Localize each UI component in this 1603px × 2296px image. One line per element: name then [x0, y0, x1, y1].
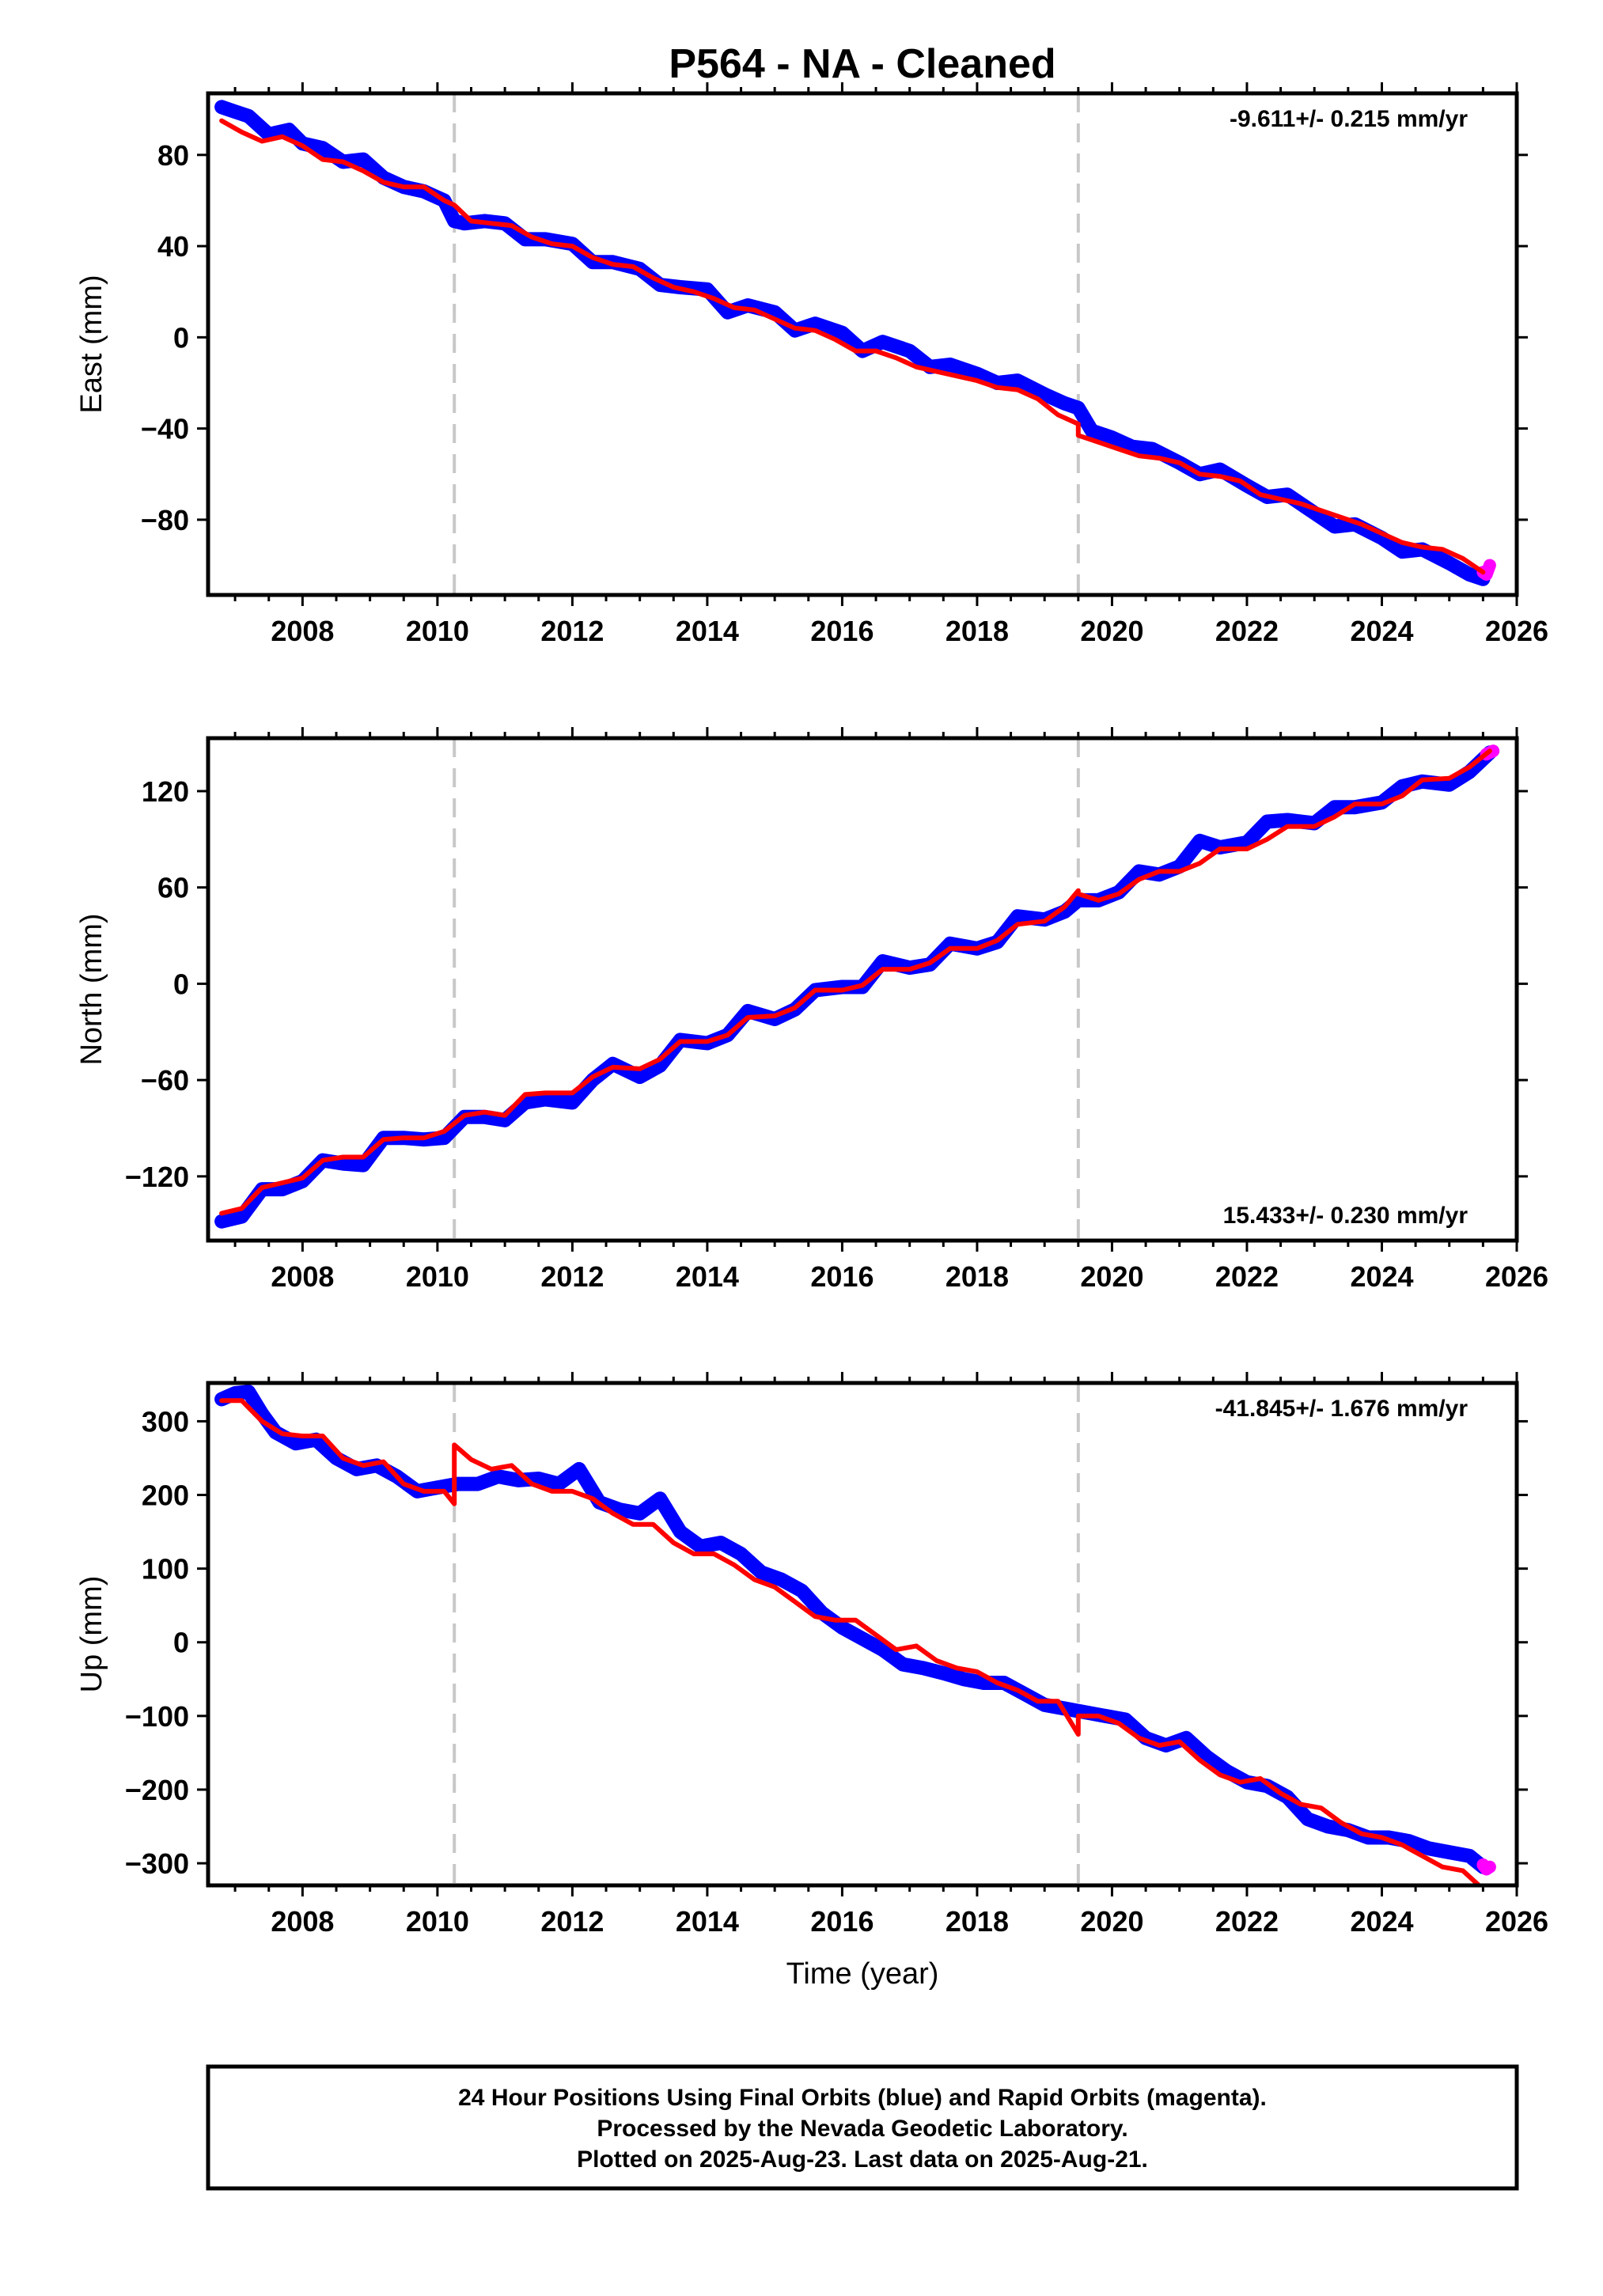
x-tick-label: 2010 [406, 615, 469, 647]
x-tick-label: 2016 [810, 1260, 874, 1293]
x-tick-label: 2012 [540, 615, 604, 647]
y-tick-label: 0 [173, 321, 189, 354]
x-tick-label: 2020 [1080, 615, 1143, 647]
x-tick-label: 2014 [676, 615, 739, 647]
y-tick-label: 40 [157, 230, 189, 263]
x-tick-label: 2020 [1080, 1905, 1143, 1938]
plot-frame [206, 91, 1519, 597]
up-panel: 2008 2010 2012 2014 2016 2018 2020 2022 2024 2026… [75, 1372, 1548, 1991]
y-tick-label: 0 [173, 1627, 189, 1659]
y-axis-label: Up (mm) [75, 1576, 108, 1693]
x-tick-label: 2026 [1485, 615, 1548, 647]
x-tick-label: 2012 [540, 1905, 604, 1938]
y-tick-label: −300 [125, 1847, 189, 1880]
x-tick-label: 2022 [1215, 1260, 1279, 1293]
rate-annotation: -41.845+/- 1.676 mm/yr [1215, 1396, 1468, 1422]
y-tick-label: −120 [125, 1161, 189, 1193]
x-tick-label: 2024 [1350, 1905, 1413, 1938]
x-tick-label: 2008 [271, 1260, 334, 1293]
x-tick-label: 2008 [271, 615, 334, 647]
x-tick-label: 2012 [540, 1260, 604, 1293]
x-tick-label: 2014 [676, 1260, 739, 1293]
footer-box: 24 Hour Positions Using Final Orbits (bl… [206, 2064, 1519, 2191]
x-tick-label: 2026 [1485, 1260, 1548, 1293]
y-tick-label: −200 [125, 1774, 189, 1806]
y-tick-label: 60 [157, 872, 189, 904]
x-tick-label: 2022 [1215, 615, 1279, 647]
x-tick-label: 2016 [810, 1905, 874, 1938]
x-tick-label: 2010 [406, 1905, 469, 1938]
footer-line-3: Plotted on 2025-Aug-23. Last data on 202… [577, 2146, 1148, 2173]
footer-line-2: Processed by the Nevada Geodetic Laborat… [597, 2116, 1127, 2142]
y-tick-label: −60 [141, 1064, 189, 1097]
rapid-orbit-series [1476, 1858, 1496, 1876]
x-tick-label: 2018 [946, 615, 1009, 647]
y-axis-label: East (mm) [75, 275, 108, 413]
x-tick-label: 2026 [1485, 1905, 1548, 1938]
x-tick-label: 2014 [676, 1905, 739, 1938]
y-tick-label: −40 [141, 413, 189, 445]
north-panel: 2008 2010 2012 2014 2016 2018 2020 2022 2024 2026… [75, 727, 1548, 1293]
x-tick-label: 2008 [271, 1905, 334, 1938]
plot-frame [206, 736, 1519, 1243]
x-tick-label: 2024 [1350, 615, 1413, 647]
x-tick-label: 2010 [406, 1260, 469, 1293]
x-axis-label: Time (year) [786, 1957, 939, 1991]
y-tick-label: 0 [173, 968, 189, 1000]
model-fit-line [219, 748, 1492, 1216]
x-tick-label: 2022 [1215, 1905, 1279, 1938]
model-fit-line [219, 1398, 1483, 1885]
plot-frame [206, 1381, 1519, 1888]
rate-annotation: -9.611+/- 0.215 mm/yr [1230, 106, 1468, 132]
x-tick-label: 2018 [946, 1260, 1009, 1293]
final-orbit-series [214, 100, 1491, 586]
final-orbit-series [214, 1385, 1491, 1874]
x-tick-label: 2018 [946, 1905, 1009, 1938]
y-tick-label: 100 [142, 1553, 189, 1586]
model-fit-line [219, 118, 1486, 575]
y-tick-label: 120 [142, 775, 189, 808]
figure-title: P564 - NA - Cleaned [669, 41, 1055, 87]
y-tick-label: 200 [142, 1480, 189, 1512]
y-tick-label: −80 [141, 504, 189, 536]
rate-annotation: 15.433+/- 0.230 mm/yr [1223, 1203, 1468, 1229]
y-tick-label: 300 [142, 1405, 189, 1438]
x-tick-label: 2020 [1080, 1260, 1143, 1293]
x-tick-label: 2024 [1350, 1260, 1413, 1293]
y-axis-label: North (mm) [75, 913, 108, 1065]
y-tick-label: 80 [157, 139, 189, 172]
x-tick-label: 2016 [810, 615, 874, 647]
footer-line-1: 24 Hour Positions Using Final Orbits (bl… [458, 2085, 1267, 2111]
y-tick-label: −100 [125, 1700, 189, 1733]
east-panel: 2008 2010 2012 2014 2016 2018 2020 2022 2024 2026… [75, 82, 1548, 647]
